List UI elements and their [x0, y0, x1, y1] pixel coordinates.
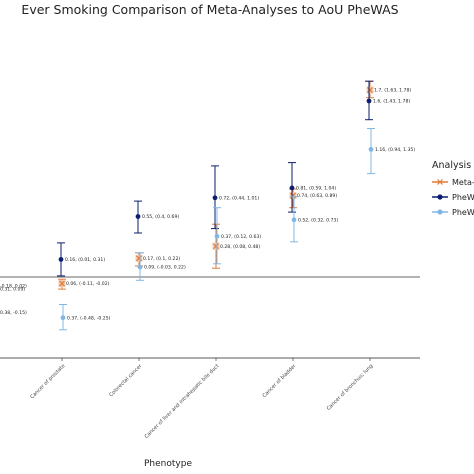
point-marker [289, 185, 295, 191]
point-marker [135, 214, 141, 219]
data-label: 0.31, 0.09) [0, 287, 25, 293]
data-label: 0.17, (0.1, 0.22) [143, 256, 180, 262]
point-marker [59, 280, 65, 287]
legend-entry-label: PheW [452, 208, 474, 217]
data-label: 1.16, (0.94, 1.35) [375, 147, 415, 153]
x-tick-label: Cancer of bladder [262, 363, 299, 400]
data-label: 0.52, (0.32, 0.73) [298, 217, 338, 223]
legend-swatch-marker [437, 194, 443, 200]
x-tick-label: Cancer of liver and intrahepatic bile du… [144, 363, 221, 440]
x-tick-label: Colorectal cancer [108, 363, 144, 399]
point-marker [58, 257, 64, 262]
x-axis-label: Phenotype [144, 459, 192, 469]
data-label: 1.7, (1.63, 1.78) [374, 88, 411, 94]
point-marker [214, 233, 220, 239]
data-label: 1.6, (1.43, 1.78) [373, 99, 410, 105]
data-label: -0.18, 0.02) [0, 283, 27, 289]
data-label: 0.28, (0.08, 0.48) [220, 244, 260, 250]
point-marker [367, 87, 373, 93]
point-marker [212, 195, 218, 201]
point-marker [60, 315, 66, 321]
point-marker [368, 147, 374, 152]
point-marker [213, 243, 219, 250]
x-tick-label: Cancer of bronchus; lung [326, 363, 375, 412]
legend: Analysis Meta- PheWA PheW [432, 160, 474, 217]
legend-swatch-marker [437, 209, 443, 215]
point-marker [366, 98, 372, 104]
x-tick-label: Cancer of prostate [29, 363, 66, 400]
data-label: 0.09, (-0.03, 0.22) [144, 265, 186, 271]
plot-area: Cancer of prostate Colorectal cancer Cance… [0, 80, 420, 440]
data-label: 0.74, (0.63, 0.89) [297, 193, 337, 199]
legend-title: Analysis [432, 160, 471, 171]
point-marker [291, 217, 297, 223]
data-label: 0.16, (0.01, 0.31) [65, 257, 105, 263]
data-label: 0.38, -0.15) [0, 310, 27, 316]
point-marker [290, 192, 296, 199]
legend-swatch-marker [437, 179, 443, 185]
data-label: 0.37, (-0.48, -0.25) [67, 315, 111, 321]
legend-entry-label: PheWA [452, 193, 474, 202]
data-label: 0.37, (0.12, 0.63) [221, 234, 261, 240]
data-label: 0.72, (0.44, 1.01) [219, 195, 259, 201]
data-label: 0.55, (0.4, 0.69) [142, 214, 179, 220]
data-label: 0.06, (-0.11, -0.02) [66, 281, 110, 287]
legend-entry-label: Meta- [452, 178, 474, 187]
chart-title: Ever Smoking Comparison of Meta-Analyses… [21, 2, 398, 17]
data-label: 0.81, (0.59, 1.04) [296, 186, 336, 192]
point-marker [137, 264, 143, 270]
point-marker [136, 255, 142, 262]
